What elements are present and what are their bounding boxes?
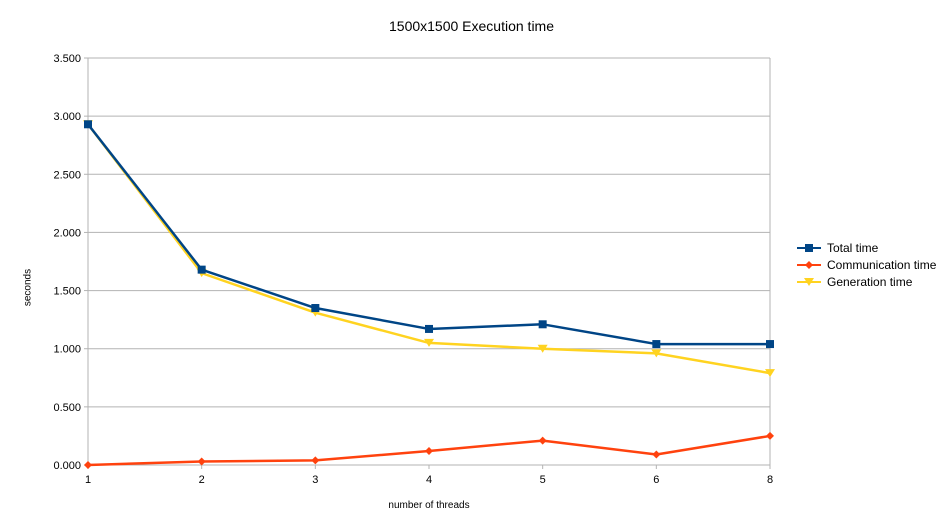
data-point-generation-time xyxy=(651,349,662,358)
data-point-communication-time xyxy=(766,431,774,440)
x-tick-label: 1 xyxy=(85,474,91,486)
x-tick-label: 4 xyxy=(426,474,432,486)
x-tick-label: 5 xyxy=(540,474,546,486)
data-point-total-time xyxy=(84,120,92,129)
y-tick-label: 2.000 xyxy=(53,227,81,239)
y-tick-label: 2.500 xyxy=(53,169,81,181)
data-point-total-time xyxy=(425,324,433,333)
data-point-total-time xyxy=(538,320,547,329)
data-point-communication-time xyxy=(84,461,92,469)
data-point-generation-time xyxy=(765,369,775,378)
data-point-communication-time xyxy=(538,436,547,445)
series-line-generation-time xyxy=(87,123,771,375)
y-tick-label: 1.000 xyxy=(53,344,81,356)
legend-item-communication-time: Communication time xyxy=(797,256,936,273)
data-point-total-time xyxy=(197,265,206,274)
legend-swatch xyxy=(797,259,821,271)
legend-swatch xyxy=(797,242,821,254)
legend: Total time Communication time Generation t… xyxy=(797,239,936,290)
data-point-generation-time xyxy=(424,338,434,347)
x-tick-label: 2 xyxy=(199,474,205,486)
legend-item-total-time: Total time xyxy=(797,239,936,256)
y-tick-label: 0.000 xyxy=(53,460,81,472)
data-point-total-time xyxy=(652,340,661,349)
legend-label: Generation time xyxy=(827,274,913,289)
y-tick-label: 0.500 xyxy=(53,402,81,414)
data-point-generation-time xyxy=(537,344,548,353)
data-point-communication-time xyxy=(197,457,206,466)
y-tick-label: 3.500 xyxy=(53,53,81,65)
chart-title: 1500x1500 Execution time xyxy=(389,18,554,34)
data-point-total-time xyxy=(766,340,774,349)
legend-label: Communication time xyxy=(827,257,937,272)
y-tick-label: 1.500 xyxy=(53,286,81,298)
data-point-communication-time xyxy=(425,447,433,456)
y-axis-label: seconds xyxy=(22,268,34,307)
x-axis-label: number of threads xyxy=(388,500,470,511)
x-tick-label: 8 xyxy=(767,474,773,486)
x-tick-label: 6 xyxy=(653,474,659,486)
legend-label: Total time xyxy=(827,240,879,255)
legend-item-generation-time: Generation time xyxy=(797,273,936,290)
x-tick-label: 3 xyxy=(312,474,318,486)
y-tick-label: 3.000 xyxy=(53,111,81,123)
data-point-communication-time xyxy=(311,456,320,465)
data-point-total-time xyxy=(311,304,320,313)
legend-swatch xyxy=(797,276,821,288)
series-line-total-time xyxy=(87,123,770,346)
data-point-communication-time xyxy=(652,450,661,459)
